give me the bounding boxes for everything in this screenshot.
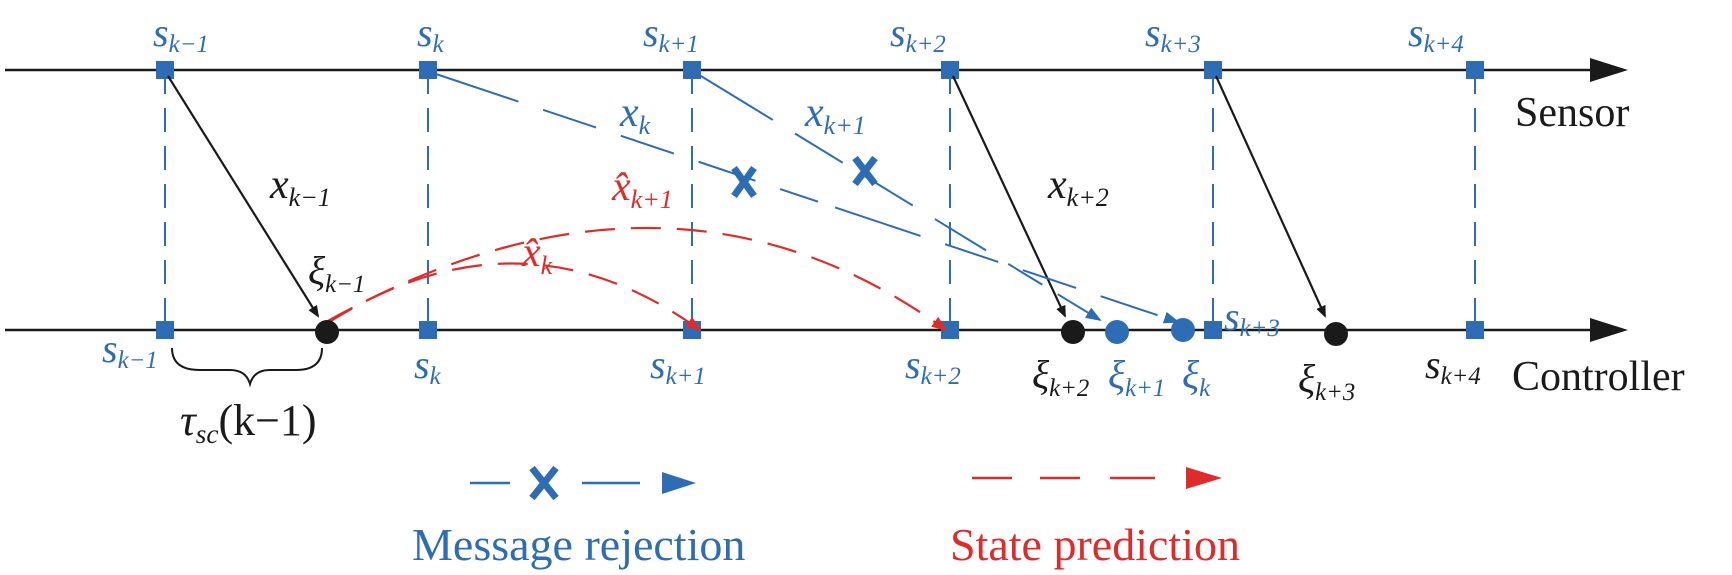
controller-timeline <box>5 318 1628 342</box>
arrow-x-k-plus-1 <box>695 72 1102 322</box>
sensor-label-s-k-plus-3: sk+3 <box>1145 10 1201 58</box>
sensor-label-s-k-plus-1: sk+1 <box>643 10 699 58</box>
sensor-sample <box>156 61 174 79</box>
controller-label-s-k-plus-1: sk+1 <box>650 342 706 390</box>
delay-brace <box>171 347 323 388</box>
sensor-sample <box>683 61 701 79</box>
prediction-label-xhat-k-plus-1: x̂k+1 <box>611 164 673 214</box>
prediction-curves <box>325 226 948 332</box>
arrival-label-xi-k-minus-1: ξk−1 <box>308 248 365 298</box>
cross-icon <box>731 165 757 199</box>
legend-rejection-line <box>470 472 696 494</box>
message-label-x-k-plus-1: xk+1 <box>804 90 866 140</box>
rejected-messages <box>432 72 1180 324</box>
controller-label-s-k-minus-1: sk−1 <box>102 326 158 374</box>
sensor-samples <box>156 61 1484 79</box>
controller-sample <box>156 321 174 339</box>
arrival-dot <box>1324 322 1348 346</box>
legend: Message rejection State prediction <box>412 465 1240 570</box>
controller-label-s-k: sk <box>414 342 442 390</box>
sensor-label-s-k-plus-2: sk+2 <box>890 10 946 58</box>
sensor-timeline <box>5 58 1628 82</box>
cross-icon <box>529 465 559 501</box>
curve-xhat-k <box>325 262 702 332</box>
sample-guides <box>164 70 1476 330</box>
legend-prediction-line <box>972 467 1222 489</box>
curve-xhat-k-plus-1 <box>325 226 948 332</box>
arrow-x-k-plus-3 <box>1214 75 1327 318</box>
sensor-sample <box>1204 61 1222 79</box>
message-label-x-k-plus-2: xk+2 <box>1047 162 1109 212</box>
sensor-sample <box>1466 61 1484 79</box>
controller-label: Controller <box>1512 354 1685 400</box>
message-label-x-k-minus-1: xk−1 <box>269 162 331 212</box>
controller-sample <box>941 321 959 339</box>
arrow-x-k <box>432 72 1180 324</box>
legend-prediction-label: State prediction <box>950 519 1240 570</box>
sensor-label-s-k-minus-1: sk−1 <box>153 10 209 58</box>
arrival-label-xi-k-plus-3: ξk+3 <box>1298 356 1355 406</box>
cross-icon <box>852 155 878 187</box>
sensor-label: Sensor <box>1515 90 1629 136</box>
arrival-dot <box>1061 320 1085 344</box>
arrival-label-xi-k-plus-1: ξk+1 <box>1108 352 1165 402</box>
arrival-dot <box>1171 318 1195 342</box>
controller-sample <box>1204 321 1222 339</box>
controller-label-s-k-plus-4: sk+4 <box>1425 342 1481 390</box>
prediction-label-xhat-k: x̂k <box>521 230 553 280</box>
arrival-dot <box>315 320 339 344</box>
sensor-sample <box>941 61 959 79</box>
rejection-markers <box>731 155 878 199</box>
arrow-x-k-minus-1 <box>167 75 320 318</box>
controller-label-s-k-plus-2: sk+2 <box>905 342 961 390</box>
arrival-dot <box>1105 320 1129 344</box>
controller-label-s-k-plus-3: sk+3 <box>1224 294 1280 342</box>
legend-rejection-label: Message rejection <box>412 519 745 570</box>
delay-label: τsc(k−1) <box>180 396 317 449</box>
sensor-sample <box>419 61 437 79</box>
arrival-label-xi-k-plus-2: ξk+2 <box>1032 352 1089 402</box>
transmission-arrows <box>167 75 1327 318</box>
sensor-label-s-k: sk <box>417 10 445 58</box>
arrow-x-k-plus-2 <box>952 75 1066 318</box>
arrival-label-xi-k: ξk <box>1182 352 1211 402</box>
sensor-label-s-k-plus-4: sk+4 <box>1408 10 1464 58</box>
controller-sample <box>419 321 437 339</box>
controller-sample <box>1466 321 1484 339</box>
arrival-dots <box>315 318 1348 346</box>
message-label-x-k: xk <box>619 90 651 140</box>
